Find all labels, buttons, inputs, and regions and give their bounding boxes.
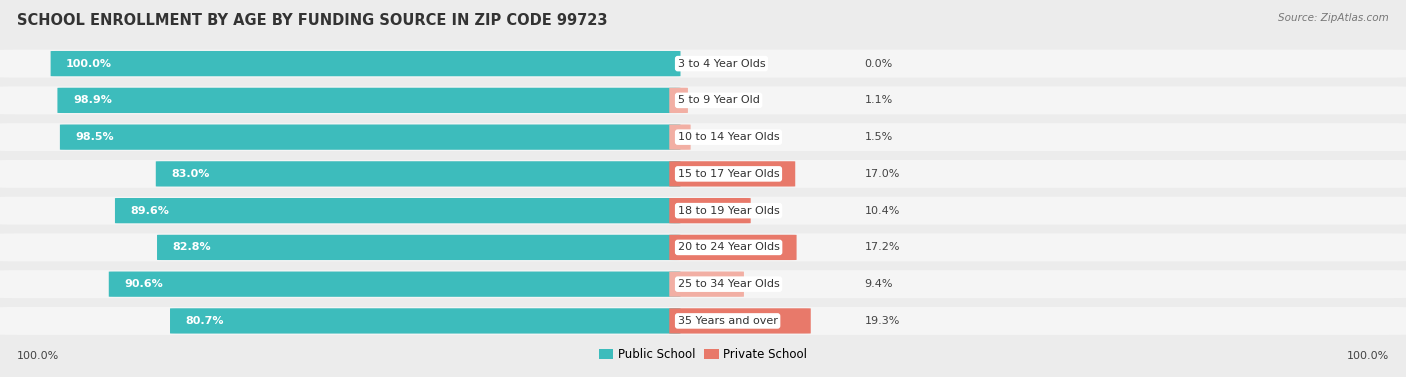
FancyBboxPatch shape <box>0 270 1406 298</box>
Text: 10.4%: 10.4% <box>865 205 900 216</box>
FancyBboxPatch shape <box>669 88 688 113</box>
FancyBboxPatch shape <box>0 123 1406 151</box>
Text: 25 to 34 Year Olds: 25 to 34 Year Olds <box>678 279 779 289</box>
Text: 20 to 24 Year Olds: 20 to 24 Year Olds <box>678 242 779 253</box>
Text: 80.7%: 80.7% <box>186 316 224 326</box>
Text: 3 to 4 Year Olds: 3 to 4 Year Olds <box>678 58 765 69</box>
FancyBboxPatch shape <box>0 160 1406 188</box>
FancyBboxPatch shape <box>669 161 796 187</box>
Text: 82.8%: 82.8% <box>173 242 211 253</box>
FancyBboxPatch shape <box>669 124 690 150</box>
Text: 17.2%: 17.2% <box>865 242 900 253</box>
Text: 10 to 14 Year Olds: 10 to 14 Year Olds <box>678 132 779 142</box>
FancyBboxPatch shape <box>0 197 1406 225</box>
FancyBboxPatch shape <box>157 235 681 260</box>
FancyBboxPatch shape <box>669 308 811 334</box>
FancyBboxPatch shape <box>0 86 1406 114</box>
Text: 35 Years and over: 35 Years and over <box>678 316 778 326</box>
Text: 100.0%: 100.0% <box>66 58 112 69</box>
Text: 98.5%: 98.5% <box>76 132 114 142</box>
FancyBboxPatch shape <box>0 50 1406 78</box>
Text: 18 to 19 Year Olds: 18 to 19 Year Olds <box>678 205 779 216</box>
Text: 19.3%: 19.3% <box>865 316 900 326</box>
FancyBboxPatch shape <box>60 124 681 150</box>
Text: 0.0%: 0.0% <box>865 58 893 69</box>
Text: 9.4%: 9.4% <box>865 279 893 289</box>
Text: 100.0%: 100.0% <box>1347 351 1389 361</box>
FancyBboxPatch shape <box>669 271 744 297</box>
Text: 90.6%: 90.6% <box>124 279 163 289</box>
FancyBboxPatch shape <box>669 235 797 260</box>
Text: 17.0%: 17.0% <box>865 169 900 179</box>
Text: SCHOOL ENROLLMENT BY AGE BY FUNDING SOURCE IN ZIP CODE 99723: SCHOOL ENROLLMENT BY AGE BY FUNDING SOUR… <box>17 13 607 28</box>
Text: 89.6%: 89.6% <box>131 205 169 216</box>
FancyBboxPatch shape <box>170 308 681 334</box>
Text: 100.0%: 100.0% <box>17 351 59 361</box>
Text: 1.1%: 1.1% <box>865 95 893 106</box>
Text: Source: ZipAtlas.com: Source: ZipAtlas.com <box>1278 13 1389 23</box>
Text: 1.5%: 1.5% <box>865 132 893 142</box>
Text: 5 to 9 Year Old: 5 to 9 Year Old <box>678 95 759 106</box>
Legend: Public School, Private School: Public School, Private School <box>593 343 813 365</box>
FancyBboxPatch shape <box>108 271 681 297</box>
FancyBboxPatch shape <box>0 307 1406 335</box>
Text: 15 to 17 Year Olds: 15 to 17 Year Olds <box>678 169 779 179</box>
FancyBboxPatch shape <box>156 161 681 187</box>
Text: 98.9%: 98.9% <box>73 95 111 106</box>
FancyBboxPatch shape <box>58 88 681 113</box>
FancyBboxPatch shape <box>669 198 751 223</box>
FancyBboxPatch shape <box>115 198 681 223</box>
FancyBboxPatch shape <box>51 51 681 76</box>
Text: 83.0%: 83.0% <box>172 169 209 179</box>
FancyBboxPatch shape <box>0 233 1406 261</box>
